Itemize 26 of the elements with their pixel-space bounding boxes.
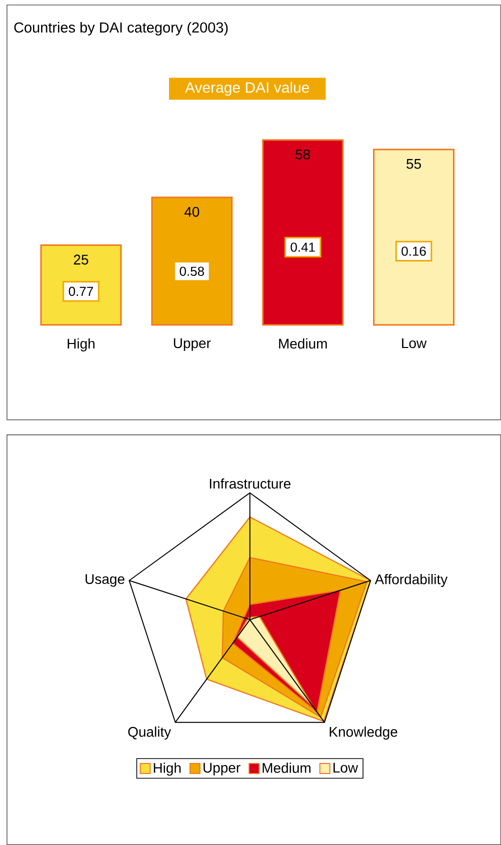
spoke-label: Knowledge bbox=[330, 726, 398, 740]
x-tick-label: Medium bbox=[279, 338, 327, 349]
annotation: 0.41 bbox=[290, 242, 315, 252]
bar bbox=[151, 196, 233, 326]
x-tick-label: High bbox=[68, 338, 94, 352]
annotation: 0.77 bbox=[68, 286, 93, 296]
data-label: 58 bbox=[296, 149, 310, 160]
data-label: 55 bbox=[406, 159, 421, 169]
data-label: 40 bbox=[184, 206, 200, 217]
data-label: 25 bbox=[74, 254, 88, 265]
chart-title: Countries by DAI category (2003) bbox=[14, 22, 228, 36]
spoke-label: Infrastructure bbox=[210, 478, 290, 489]
spoke-label: Affordability bbox=[374, 574, 448, 588]
annotation: 0.16 bbox=[402, 246, 426, 256]
bar bbox=[262, 139, 344, 326]
annotation: 0.58 bbox=[180, 266, 204, 276]
spoke-label: Usage bbox=[86, 574, 124, 587]
text: Average DAI value bbox=[184, 82, 309, 96]
x-tick-label: Low bbox=[402, 338, 427, 348]
legend-label: Low bbox=[333, 762, 358, 773]
legend-label: Medium bbox=[262, 762, 310, 773]
spoke-label: Quality bbox=[128, 726, 172, 740]
legend-label: High bbox=[154, 762, 181, 776]
bar bbox=[372, 148, 454, 326]
x-tick-label: Upper bbox=[174, 338, 211, 351]
legend-label: Upper bbox=[204, 762, 240, 776]
